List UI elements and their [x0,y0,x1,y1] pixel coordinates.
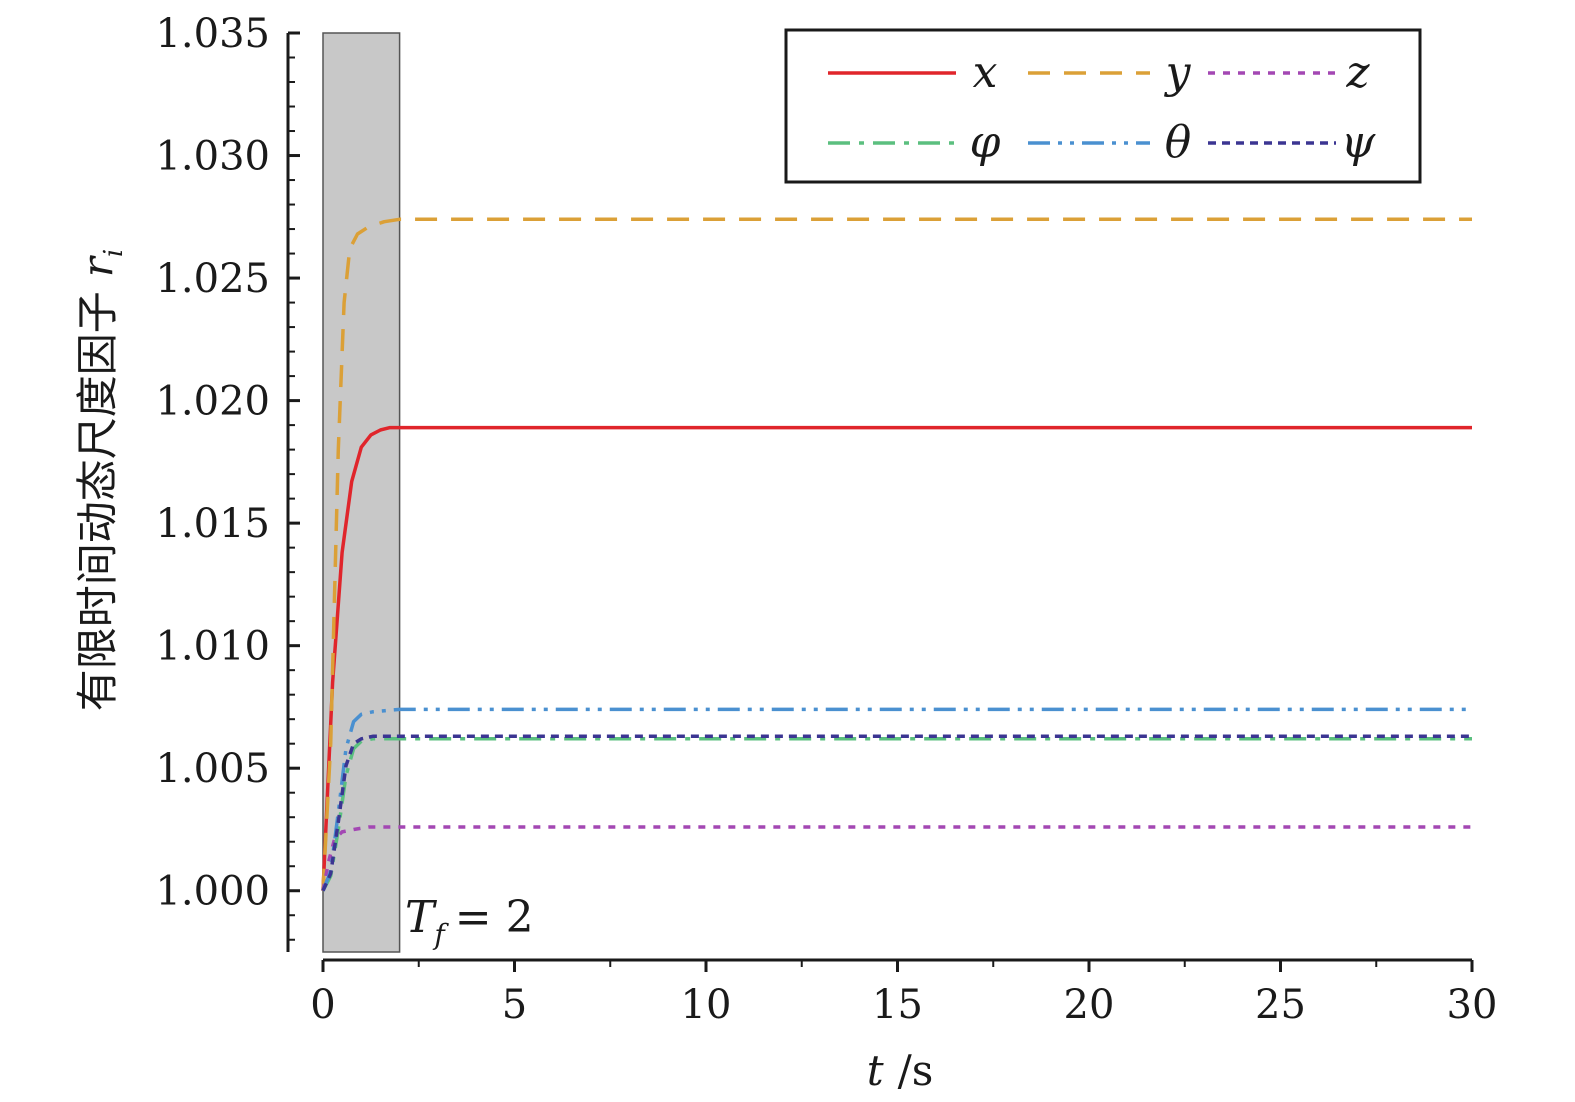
legend-label-5: θ [1165,117,1192,168]
series-layer [321,217,1472,892]
x-tick-label: 10 [681,982,732,1028]
y-axis-var: r [73,254,122,277]
y-tick-label: 1.020 [155,379,270,425]
series-line-4 [321,737,1472,892]
y-tick-label: 1.030 [155,134,270,180]
x-tick-label: 5 [502,982,527,1028]
tf-annotation: Tf = 2 [405,892,534,951]
y-tick-label: 1.035 [155,11,270,57]
series-line-2 [321,217,1472,891]
y-tick-label: 1.000 [155,869,270,915]
x-tick-label: 15 [872,982,923,1028]
legend-label-1: x [973,47,998,98]
tf-main: T [405,892,438,943]
series-line-5 [321,707,1472,892]
y-tick-label: 1.015 [155,501,270,547]
legend-label-6: ψ [1341,117,1376,168]
x-tick-label: 30 [1447,982,1498,1028]
legend-label-2: y [1164,47,1192,98]
y-axis-title: 有限时间动态尺度因子 ri [73,249,129,711]
y-axis-sub: i [99,249,129,257]
y-tick-label: 1.010 [155,624,270,670]
x-ticks: 0 5 10 15 20 25 30 [310,960,1497,1028]
series-line-6 [321,734,1472,892]
y-axis-text: 有限时间动态尺度因子 [73,291,122,711]
legend-label-3: z [1345,47,1370,98]
tf-rest: = 2 [455,892,534,943]
legend-items: x y z φ θ ψ [828,47,1376,168]
legend-label-4: φ [970,117,1001,168]
x-axis-unit: /s [898,1046,934,1095]
legend-box [784,28,1422,184]
series-line-1 [321,425,1472,891]
x-axis-title: t/s [867,1046,934,1095]
series-line-3 [321,825,1472,892]
x-tick-label: 0 [310,982,335,1028]
y-ticks: 1.000 1.005 1.010 1.015 1.020 1.025 1.030 1.035 [155,11,300,941]
x-tick-label: 25 [1255,982,1306,1028]
shaded-region [322,32,401,953]
x-axis-var: t [867,1046,884,1095]
legend: x y z φ θ ψ [784,28,1422,184]
tf-sub: f [432,918,449,951]
y-tick-label: 1.025 [155,256,270,302]
x-tick-label: 20 [1064,982,1115,1028]
y-tick-label: 1.005 [155,746,270,792]
